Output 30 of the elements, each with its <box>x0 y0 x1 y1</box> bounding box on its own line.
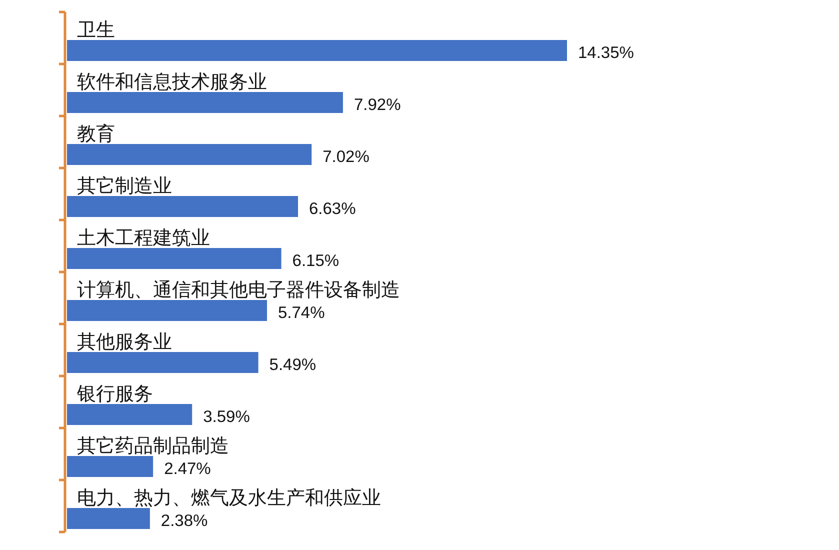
bar <box>67 456 154 477</box>
bar <box>67 404 192 425</box>
data-label: 2.38% <box>160 512 208 530</box>
bar <box>67 196 298 217</box>
bar <box>67 300 267 321</box>
data-label: 6.15% <box>292 252 340 270</box>
y-tick-label: 教育 <box>77 123 115 145</box>
y-tick-label: 其它药品制品制造 <box>77 435 229 457</box>
bar <box>67 352 258 373</box>
bar <box>67 92 343 113</box>
y-tick-label: 土木工程建筑业 <box>77 228 210 249</box>
data-label: 2.47% <box>164 460 212 478</box>
bar <box>67 144 312 165</box>
bar <box>67 508 150 529</box>
y-tick-label: 其它制造业 <box>77 175 172 197</box>
data-label: 6.63% <box>309 200 356 218</box>
bar <box>67 40 567 61</box>
data-label: 7.92% <box>354 96 402 114</box>
data-label: 7.02% <box>322 148 370 166</box>
y-tick-label: 其他服务业 <box>77 332 172 353</box>
y-tick-label: 电力、热力、燃气及水生产和供应业 <box>77 487 381 509</box>
y-tick-label: 卫生 <box>77 20 115 41</box>
y-tick-label: 软件和信息技术服务业 <box>77 72 267 93</box>
data-label: 5.74% <box>278 304 326 322</box>
data-label: 14.35% <box>578 44 634 62</box>
data-label: 5.49% <box>269 356 316 374</box>
data-label: 3.59% <box>203 408 250 426</box>
bar <box>67 248 282 269</box>
y-tick-label: 银行服务 <box>76 384 153 405</box>
y-tick-label: 计算机、通信和其他电子器件设备制造 <box>77 280 400 301</box>
